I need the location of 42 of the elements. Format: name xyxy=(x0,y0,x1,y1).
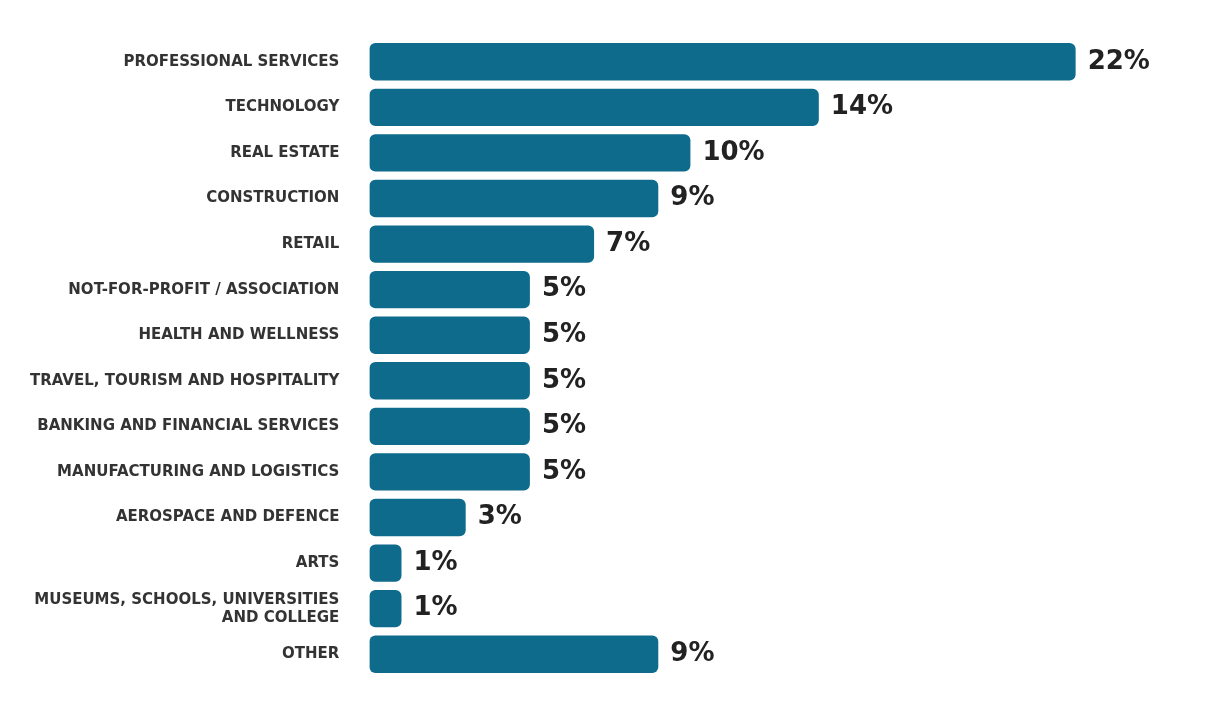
y-tick-label: OTHER xyxy=(282,644,340,663)
bar xyxy=(369,362,530,400)
bar xyxy=(369,544,402,582)
bar xyxy=(369,270,530,309)
bar xyxy=(369,134,691,172)
bar xyxy=(369,407,530,446)
data-label: 1% xyxy=(413,545,458,576)
bar xyxy=(369,498,466,537)
data-label: 7% xyxy=(606,226,651,257)
bar xyxy=(369,589,402,628)
bar xyxy=(369,453,530,491)
y-tick-label: MUSEUMS, SCHOOLS, UNIVERSITIES AND COLLEGE xyxy=(34,589,340,626)
y-tick-label: AEROSPACE AND DEFENCE xyxy=(115,507,340,526)
data-label: 5% xyxy=(541,454,587,485)
data-label: 22% xyxy=(1087,44,1150,75)
y-tick-label: NOT-FOR-PROFIT / ASSOCIATION xyxy=(68,279,340,298)
y-tick-label: PROFESSIONAL SERVICES xyxy=(123,51,340,70)
y-tick-label: ARTS xyxy=(295,552,340,571)
data-label: 1% xyxy=(413,591,458,622)
data-label: 9% xyxy=(670,636,715,667)
y-tick-label: MANUFACTURING AND LOGISTICS xyxy=(57,461,340,480)
data-label: 14% xyxy=(830,90,894,121)
bar xyxy=(369,316,530,354)
data-label: 5% xyxy=(541,272,587,303)
data-label: 3% xyxy=(477,500,522,531)
data-label: 5% xyxy=(541,317,587,348)
data-label: 5% xyxy=(541,409,587,440)
data-label: 9% xyxy=(670,181,715,212)
y-tick-label: HEALTH AND WELLNESS xyxy=(138,325,340,344)
bar xyxy=(369,88,819,127)
y-tick-label: BANKING AND FINANCIAL SERVICES xyxy=(37,416,340,435)
y-tick-label: CONSTRUCTION xyxy=(206,188,340,207)
y-tick-label: REAL ESTATE xyxy=(230,142,340,161)
bar xyxy=(369,43,1076,81)
y-tick-label: TRAVEL, TOURISM AND HOSPITALITY xyxy=(29,370,341,389)
bar xyxy=(369,635,659,673)
bar xyxy=(369,225,595,263)
y-tick-label: RETAIL xyxy=(281,233,340,252)
data-label: 10% xyxy=(702,135,765,166)
bar xyxy=(369,179,659,218)
y-tick-label: TECHNOLOGY xyxy=(225,97,341,116)
data-label: 5% xyxy=(541,363,587,394)
